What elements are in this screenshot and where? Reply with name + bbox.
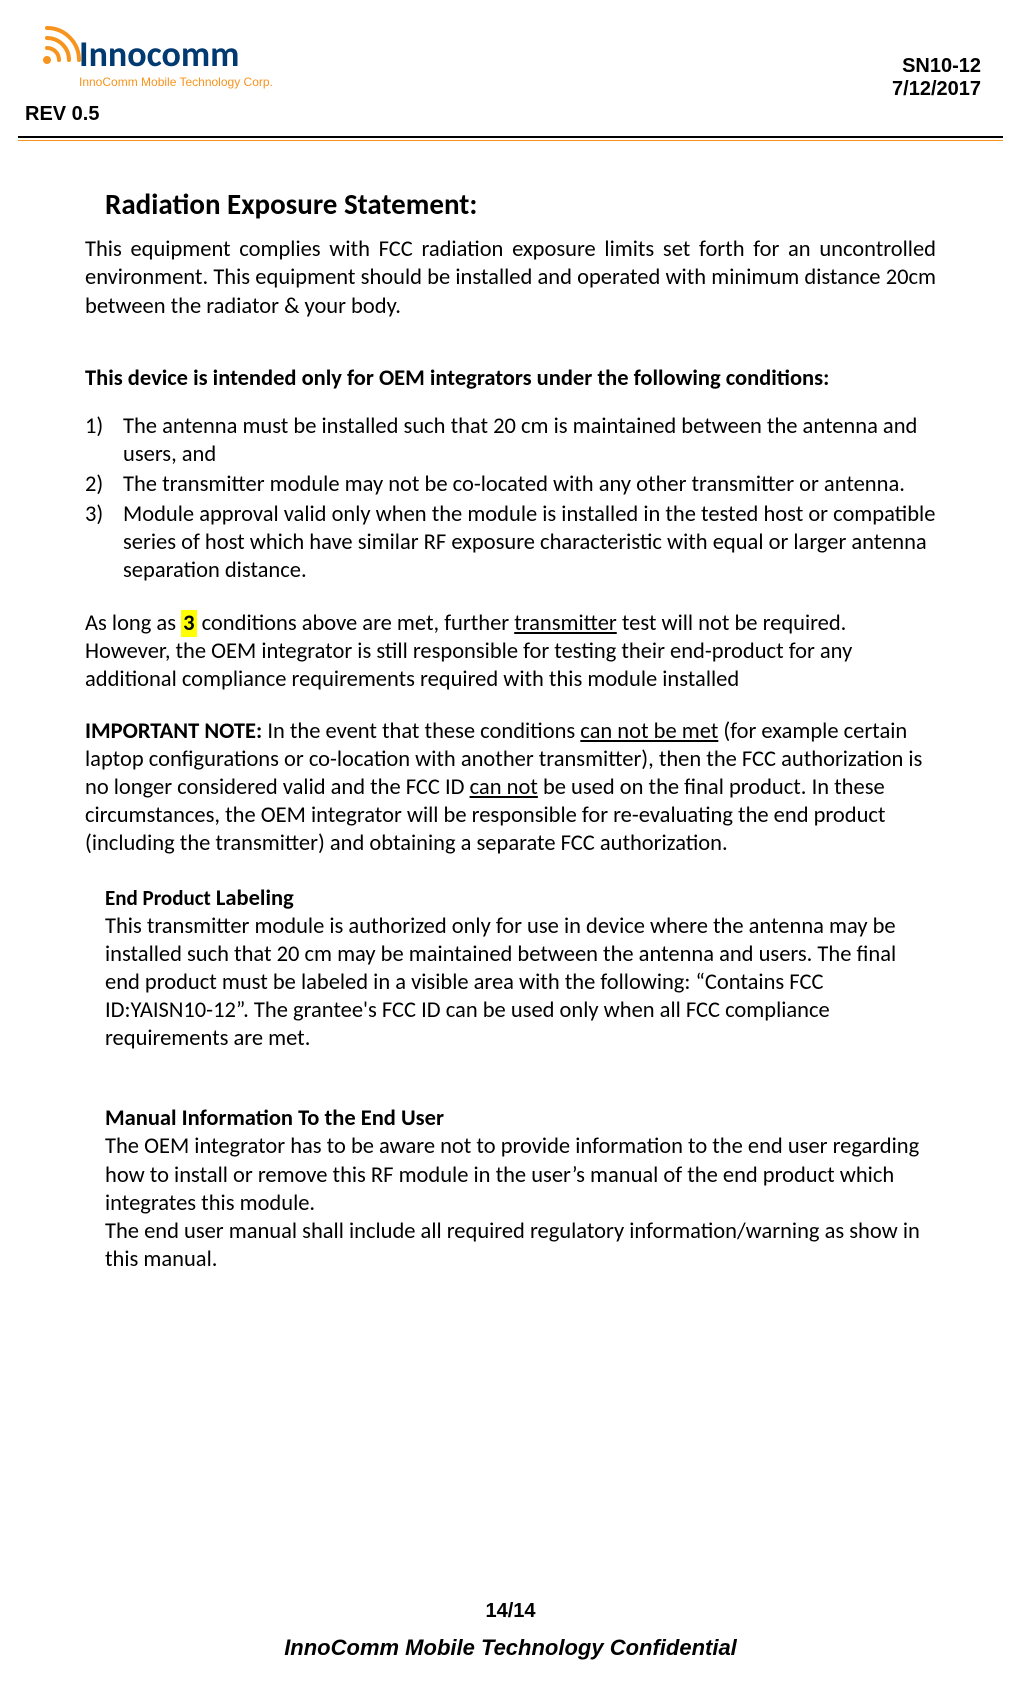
list-text: The transmitter module may not be co-loc… bbox=[123, 471, 936, 499]
doc-date: 7/12/2017 bbox=[892, 78, 981, 101]
list-item: 3) Module approval valid only when the m… bbox=[85, 501, 936, 585]
header-meta: SN10-12 7/12/2017 bbox=[892, 55, 981, 101]
header-rule-black bbox=[18, 136, 1003, 138]
section-title: Radiation Exposure Statement: bbox=[105, 186, 936, 222]
end-product-labeling-section: End Product Labeling This transmitter mo… bbox=[85, 885, 936, 1054]
section-heading: End Product Labeling bbox=[105, 885, 936, 913]
underlined-word: transmitter bbox=[514, 610, 617, 637]
logo: Innocomm InnoComm Mobile Technology Corp… bbox=[25, 20, 305, 100]
section-heading: Manual Information To the End User bbox=[105, 1105, 936, 1133]
underlined-phrase: can not be met bbox=[580, 718, 718, 745]
text-run: As long as bbox=[85, 610, 181, 637]
page-header: Innocomm InnoComm Mobile Technology Corp… bbox=[0, 0, 1021, 134]
page-number: 14/14 bbox=[0, 1600, 1021, 1623]
section-body: The OEM integrator has to be aware not t… bbox=[105, 1133, 936, 1217]
conditions-list: 1) The antenna must be installed such th… bbox=[85, 413, 936, 586]
list-text: Module approval valid only when the modu… bbox=[123, 501, 936, 585]
list-number: 2) bbox=[85, 471, 123, 499]
text-run: In the event that these conditions bbox=[262, 718, 580, 745]
manual-info-section: Manual Information To the End User The O… bbox=[85, 1105, 936, 1274]
highlighted-count: 3 bbox=[181, 610, 196, 637]
list-number: 3) bbox=[85, 501, 123, 585]
paragraph-aslongas: As long as 3 conditions above are met, f… bbox=[85, 610, 936, 694]
list-item: 1) The antenna must be installed such th… bbox=[85, 413, 936, 469]
paragraph-important-note: IMPORTANT NOTE: In the event that these … bbox=[85, 718, 936, 859]
subheading-conditions: This device is intended only for OEM int… bbox=[85, 365, 936, 393]
heading-part: Labeling bbox=[211, 885, 294, 912]
confidential-footer: InnoComm Mobile Technology Confidential bbox=[0, 1635, 1021, 1661]
doc-rev: REV 0.5 bbox=[25, 103, 981, 126]
doc-id: SN10-12 bbox=[892, 55, 981, 78]
text-run: conditions above are met, further bbox=[197, 610, 515, 637]
paragraph-intro: This equipment complies with FCC radiati… bbox=[85, 236, 936, 320]
list-item: 2) The transmitter module may not be co-… bbox=[85, 471, 936, 499]
logo-main-text: Innocomm bbox=[79, 32, 239, 76]
important-note-label: IMPORTANT NOTE: bbox=[85, 718, 262, 745]
page-content: Radiation Exposure Statement: This equip… bbox=[0, 141, 1021, 1274]
underlined-phrase: can not bbox=[470, 774, 538, 801]
list-number: 1) bbox=[85, 413, 123, 469]
section-body: This transmitter module is authorized on… bbox=[105, 913, 936, 1054]
list-text: The antenna must be installed such that … bbox=[123, 413, 936, 469]
heading-part: End Product bbox=[105, 885, 211, 911]
logo-sub-text: InnoComm Mobile Technology Corp. bbox=[79, 75, 273, 89]
section-body: The end user manual shall include all re… bbox=[105, 1218, 936, 1274]
